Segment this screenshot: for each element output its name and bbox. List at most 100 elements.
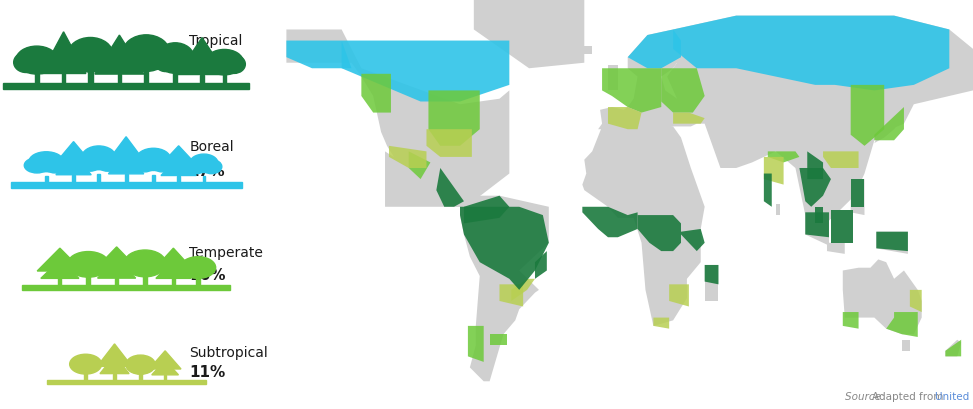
Polygon shape xyxy=(177,38,227,75)
Polygon shape xyxy=(673,113,704,124)
Polygon shape xyxy=(100,355,129,374)
Bar xyxy=(47,380,205,384)
Ellipse shape xyxy=(123,36,170,72)
Ellipse shape xyxy=(180,257,216,279)
Ellipse shape xyxy=(77,154,102,172)
Ellipse shape xyxy=(201,160,222,174)
Polygon shape xyxy=(800,169,831,207)
Polygon shape xyxy=(654,318,669,329)
Bar xyxy=(72,175,75,182)
Polygon shape xyxy=(535,252,547,279)
Bar xyxy=(22,285,231,290)
Ellipse shape xyxy=(155,50,176,72)
Ellipse shape xyxy=(136,149,171,171)
Polygon shape xyxy=(97,259,135,279)
Polygon shape xyxy=(875,108,904,144)
Polygon shape xyxy=(598,30,681,130)
Polygon shape xyxy=(704,265,718,285)
Polygon shape xyxy=(877,232,908,254)
Polygon shape xyxy=(97,344,132,366)
Ellipse shape xyxy=(145,44,172,70)
Bar xyxy=(118,75,121,83)
Polygon shape xyxy=(149,351,181,369)
Polygon shape xyxy=(105,137,147,165)
Polygon shape xyxy=(53,142,94,167)
Bar xyxy=(152,175,155,182)
Polygon shape xyxy=(875,108,904,141)
Polygon shape xyxy=(468,326,484,362)
Polygon shape xyxy=(850,180,864,207)
Ellipse shape xyxy=(174,50,197,72)
Polygon shape xyxy=(41,33,86,74)
Polygon shape xyxy=(460,207,549,290)
Polygon shape xyxy=(843,260,921,335)
Bar xyxy=(89,71,92,83)
Ellipse shape xyxy=(150,155,175,173)
Polygon shape xyxy=(843,312,858,329)
Ellipse shape xyxy=(203,56,226,74)
Polygon shape xyxy=(808,152,823,180)
Text: Tropical: Tropical xyxy=(189,34,242,48)
Text: Temperate: Temperate xyxy=(189,245,263,259)
Polygon shape xyxy=(877,232,908,252)
Polygon shape xyxy=(37,249,83,271)
Bar xyxy=(113,374,116,380)
Polygon shape xyxy=(460,196,549,381)
Bar xyxy=(139,373,142,380)
Bar xyxy=(200,75,203,83)
Polygon shape xyxy=(669,285,689,307)
Polygon shape xyxy=(152,360,178,375)
Polygon shape xyxy=(608,108,641,130)
Polygon shape xyxy=(602,69,662,113)
Ellipse shape xyxy=(125,250,166,277)
Bar xyxy=(115,279,119,285)
Ellipse shape xyxy=(205,50,243,76)
Bar xyxy=(58,279,61,285)
Bar xyxy=(197,278,199,285)
Ellipse shape xyxy=(67,252,109,277)
Bar xyxy=(143,276,147,285)
Ellipse shape xyxy=(70,354,101,374)
Text: 27%: 27% xyxy=(189,163,226,178)
Text: 11%: 11% xyxy=(189,364,226,379)
Polygon shape xyxy=(673,17,950,91)
Polygon shape xyxy=(286,30,509,207)
Polygon shape xyxy=(389,146,426,169)
Polygon shape xyxy=(902,340,910,351)
Polygon shape xyxy=(910,290,921,312)
Bar xyxy=(97,175,100,182)
Polygon shape xyxy=(946,340,961,357)
Polygon shape xyxy=(662,69,704,113)
Ellipse shape xyxy=(43,158,68,173)
Ellipse shape xyxy=(186,160,206,174)
Text: Boreal: Boreal xyxy=(189,139,234,153)
Polygon shape xyxy=(161,158,197,176)
Ellipse shape xyxy=(82,146,116,170)
Polygon shape xyxy=(637,216,681,252)
Ellipse shape xyxy=(16,47,57,75)
Polygon shape xyxy=(464,196,509,224)
Text: 16%: 16% xyxy=(189,267,226,282)
Polygon shape xyxy=(806,213,829,246)
Polygon shape xyxy=(768,152,800,163)
Polygon shape xyxy=(436,169,464,207)
Bar xyxy=(35,74,39,83)
Polygon shape xyxy=(850,85,884,146)
Bar xyxy=(125,175,127,182)
Polygon shape xyxy=(450,166,472,180)
Ellipse shape xyxy=(190,155,218,173)
Polygon shape xyxy=(850,180,864,216)
Polygon shape xyxy=(512,279,535,301)
Ellipse shape xyxy=(24,158,50,173)
Bar xyxy=(177,176,180,182)
Polygon shape xyxy=(667,17,973,227)
Ellipse shape xyxy=(14,53,38,73)
Polygon shape xyxy=(158,146,199,169)
Ellipse shape xyxy=(157,44,195,74)
Ellipse shape xyxy=(126,355,156,374)
Polygon shape xyxy=(628,30,681,69)
Polygon shape xyxy=(582,124,704,326)
Polygon shape xyxy=(156,260,191,279)
Polygon shape xyxy=(775,204,779,216)
Polygon shape xyxy=(342,41,509,102)
